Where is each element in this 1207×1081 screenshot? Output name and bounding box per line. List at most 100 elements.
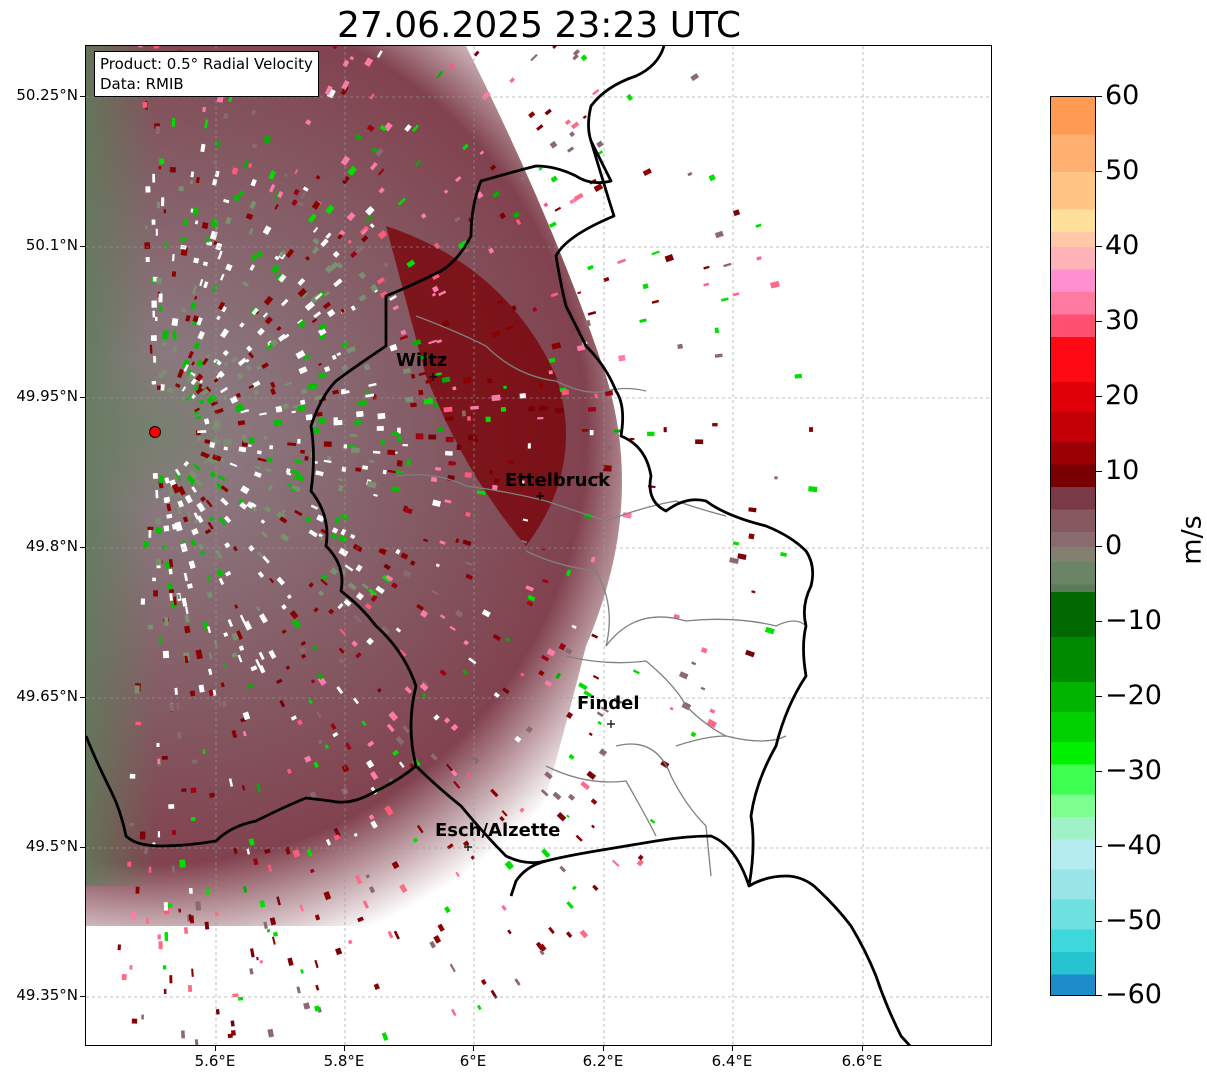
- velocity-speckle: [428, 339, 438, 345]
- velocity-speckle: [237, 357, 247, 367]
- velocity-speckle: [453, 780, 461, 789]
- velocity-speckle: [343, 444, 348, 449]
- velocity-speckle: [647, 431, 655, 437]
- velocity-speckle: [480, 978, 487, 986]
- colorbar-tick: [1096, 621, 1102, 622]
- velocity-speckle: [195, 649, 203, 660]
- lon-label: 5.8°E: [323, 1052, 365, 1070]
- velocity-speckle: [278, 273, 287, 283]
- velocity-speckle: [224, 515, 232, 524]
- velocity-speckle: [593, 271, 601, 277]
- velocity-speckle: [370, 820, 378, 829]
- velocity-speckle: [564, 647, 573, 655]
- velocity-speckle: [171, 118, 176, 127]
- velocity-speckle: [129, 822, 134, 827]
- velocity-speckle: [404, 686, 413, 694]
- velocity-speckle: [381, 439, 385, 446]
- velocity-speckle: [196, 515, 204, 524]
- velocity-speckle: [476, 490, 486, 495]
- velocity-speckle: [419, 609, 429, 618]
- velocity-speckle: [160, 384, 165, 391]
- velocity-speckle: [276, 678, 283, 685]
- velocity-speckle: [265, 343, 274, 351]
- colorbar-band: [1051, 637, 1095, 683]
- velocity-speckle: [193, 341, 201, 350]
- velocity-speckle: [642, 168, 652, 177]
- velocity-speckle: [450, 723, 459, 732]
- velocity-speckle: [199, 399, 205, 405]
- colorbar-band: [1051, 817, 1095, 840]
- velocity-speckle: [251, 109, 256, 116]
- velocity-speckle: [419, 354, 428, 360]
- velocity-speckle: [250, 253, 258, 262]
- velocity-speckle: [514, 978, 521, 986]
- velocity-speckle: [317, 327, 327, 336]
- velocity-speckle: [242, 730, 247, 737]
- velocity-speckle: [347, 582, 357, 591]
- velocity-speckle: [385, 574, 394, 582]
- velocity-speckle: [720, 297, 729, 302]
- place-label-findel: Findel: [577, 693, 640, 714]
- velocity-speckle: [184, 614, 190, 623]
- lon-label: 5.6°E: [194, 1052, 236, 1070]
- velocity-speckle: [237, 403, 242, 410]
- velocity-speckle: [437, 923, 445, 932]
- lat-tick: [80, 397, 85, 398]
- velocity-speckle: [544, 108, 552, 116]
- velocity-speckle: [253, 389, 260, 396]
- velocity-speckle: [192, 463, 202, 471]
- national-borders: [86, 46, 912, 1045]
- velocity-speckle: [284, 381, 293, 387]
- velocity-speckle: [240, 485, 250, 495]
- velocity-speckle: [466, 772, 472, 779]
- velocity-speckle: [202, 357, 209, 366]
- velocity-speckle: [412, 124, 419, 132]
- velocity-speckle: [231, 729, 238, 739]
- velocity-speckle: [286, 768, 292, 774]
- velocity-speckle: [280, 533, 290, 542]
- velocity-speckle: [155, 527, 162, 534]
- velocity-speckle: [511, 305, 517, 311]
- velocity-speckle: [155, 228, 158, 236]
- velocity-speckle: [337, 603, 344, 610]
- velocity-speckle: [290, 715, 297, 721]
- velocity-speckle: [232, 993, 239, 998]
- velocity-speckle: [349, 533, 356, 540]
- velocity-speckle: [592, 674, 600, 680]
- lat-label: 49.65°N: [16, 687, 78, 705]
- velocity-speckle: [253, 471, 262, 478]
- velocity-speckle: [121, 973, 127, 981]
- velocity-speckle: [267, 484, 273, 492]
- velocity-speckle: [391, 486, 401, 493]
- velocity-speckle: [393, 930, 400, 940]
- velocity-speckle: [342, 59, 350, 68]
- velocity-speckle: [732, 209, 741, 217]
- velocity-speckle: [323, 290, 330, 297]
- velocity-speckle: [649, 818, 656, 824]
- velocity-speckle: [169, 167, 176, 173]
- velocity-speckle: [162, 369, 167, 376]
- velocity-speckle: [700, 647, 708, 654]
- velocity-speckle: [222, 349, 229, 357]
- velocity-speckle: [432, 499, 441, 507]
- velocity-speckle: [243, 885, 248, 893]
- velocity-speckle: [138, 46, 143, 48]
- velocity-speckle: [489, 164, 497, 171]
- velocity-speckle: [383, 122, 393, 132]
- radar-map[interactable]: [85, 45, 992, 1046]
- velocity-speckle: [297, 320, 306, 329]
- velocity-speckle: [291, 410, 296, 414]
- velocity-speckle: [194, 478, 204, 488]
- velocity-speckle: [264, 505, 272, 513]
- velocity-speckle: [238, 645, 245, 652]
- velocity-speckle: [336, 262, 344, 269]
- lat-label: 49.5°N: [25, 837, 78, 855]
- velocity-speckle: [364, 391, 370, 395]
- velocity-speckle: [325, 838, 332, 846]
- velocity-speckle: [546, 648, 556, 657]
- velocity-speckle: [381, 1032, 389, 1041]
- velocity-speckle: [287, 957, 294, 966]
- velocity-speckle: [167, 903, 173, 908]
- velocity-speckle: [383, 563, 391, 571]
- velocity-speckle: [164, 616, 169, 627]
